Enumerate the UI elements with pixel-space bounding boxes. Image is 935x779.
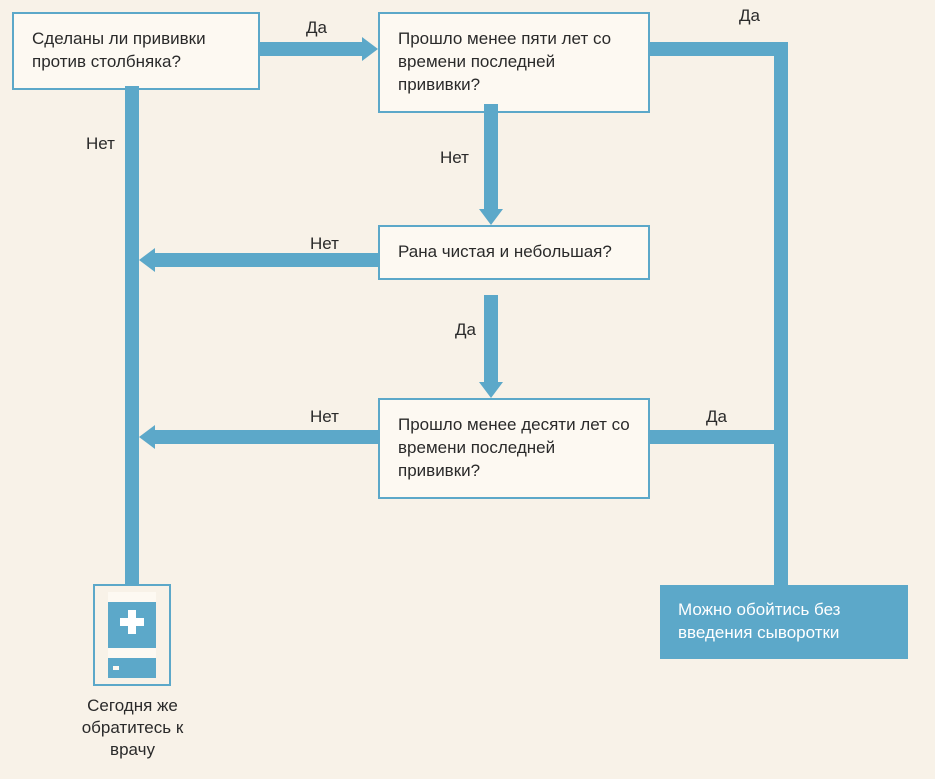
edge-e7-head bbox=[139, 425, 155, 449]
node-text: Прошло менее десяти лет со времени после… bbox=[398, 415, 630, 480]
edge-e5-head bbox=[139, 248, 155, 272]
edge-e5-label: Нет bbox=[310, 234, 339, 254]
edge-e2-shaft bbox=[125, 86, 139, 584]
terminal-text: Можно обойтись без введения сыворотки bbox=[678, 600, 840, 642]
edge-e3-shaft-v bbox=[774, 42, 788, 585]
doctor-caption: Сегодня же обратитесь к врачу bbox=[75, 695, 190, 761]
flow-node-q2: Прошло менее пяти лет со времени последн… bbox=[378, 12, 650, 113]
edge-e2-label: Нет bbox=[86, 134, 115, 154]
edge-e7-label: Нет bbox=[310, 407, 339, 427]
caption-text: Сегодня же обратитесь к врачу bbox=[82, 696, 184, 759]
edge-e1-shaft bbox=[260, 42, 362, 56]
edge-e5-shaft bbox=[155, 253, 378, 267]
terminal-no-serum: Можно обойтись без введения сыворотки bbox=[660, 585, 908, 659]
edge-e1-label: Да bbox=[306, 18, 327, 38]
edge-e8-label: Да bbox=[706, 407, 727, 427]
edge-e1-head bbox=[362, 37, 378, 61]
edge-e4-head bbox=[479, 209, 503, 225]
edge-e8-shaft-h bbox=[650, 430, 788, 444]
edge-e6-head bbox=[479, 382, 503, 398]
flow-node-q1: Сделаны ли прививки против столбняка? bbox=[12, 12, 260, 90]
node-text: Рана чистая и неболь­шая? bbox=[398, 242, 612, 261]
flow-node-q4: Прошло менее десяти лет со времени после… bbox=[378, 398, 650, 499]
edge-e3-label: Да bbox=[739, 6, 760, 26]
edge-e6-label: Да bbox=[455, 320, 476, 340]
edge-e4-shaft bbox=[484, 104, 498, 210]
edge-e6-shaft bbox=[484, 295, 498, 383]
node-text: Сделаны ли прививки против столбняка? bbox=[32, 29, 206, 71]
flow-node-q3: Рана чистая и неболь­шая? bbox=[378, 225, 650, 280]
edge-e4-label: Нет bbox=[440, 148, 469, 168]
edge-e7-shaft bbox=[155, 430, 378, 444]
edge-e3-shaft-h bbox=[650, 42, 788, 56]
node-text: Прошло менее пяти лет со времени последн… bbox=[398, 29, 611, 94]
doctor-icon bbox=[93, 584, 171, 686]
